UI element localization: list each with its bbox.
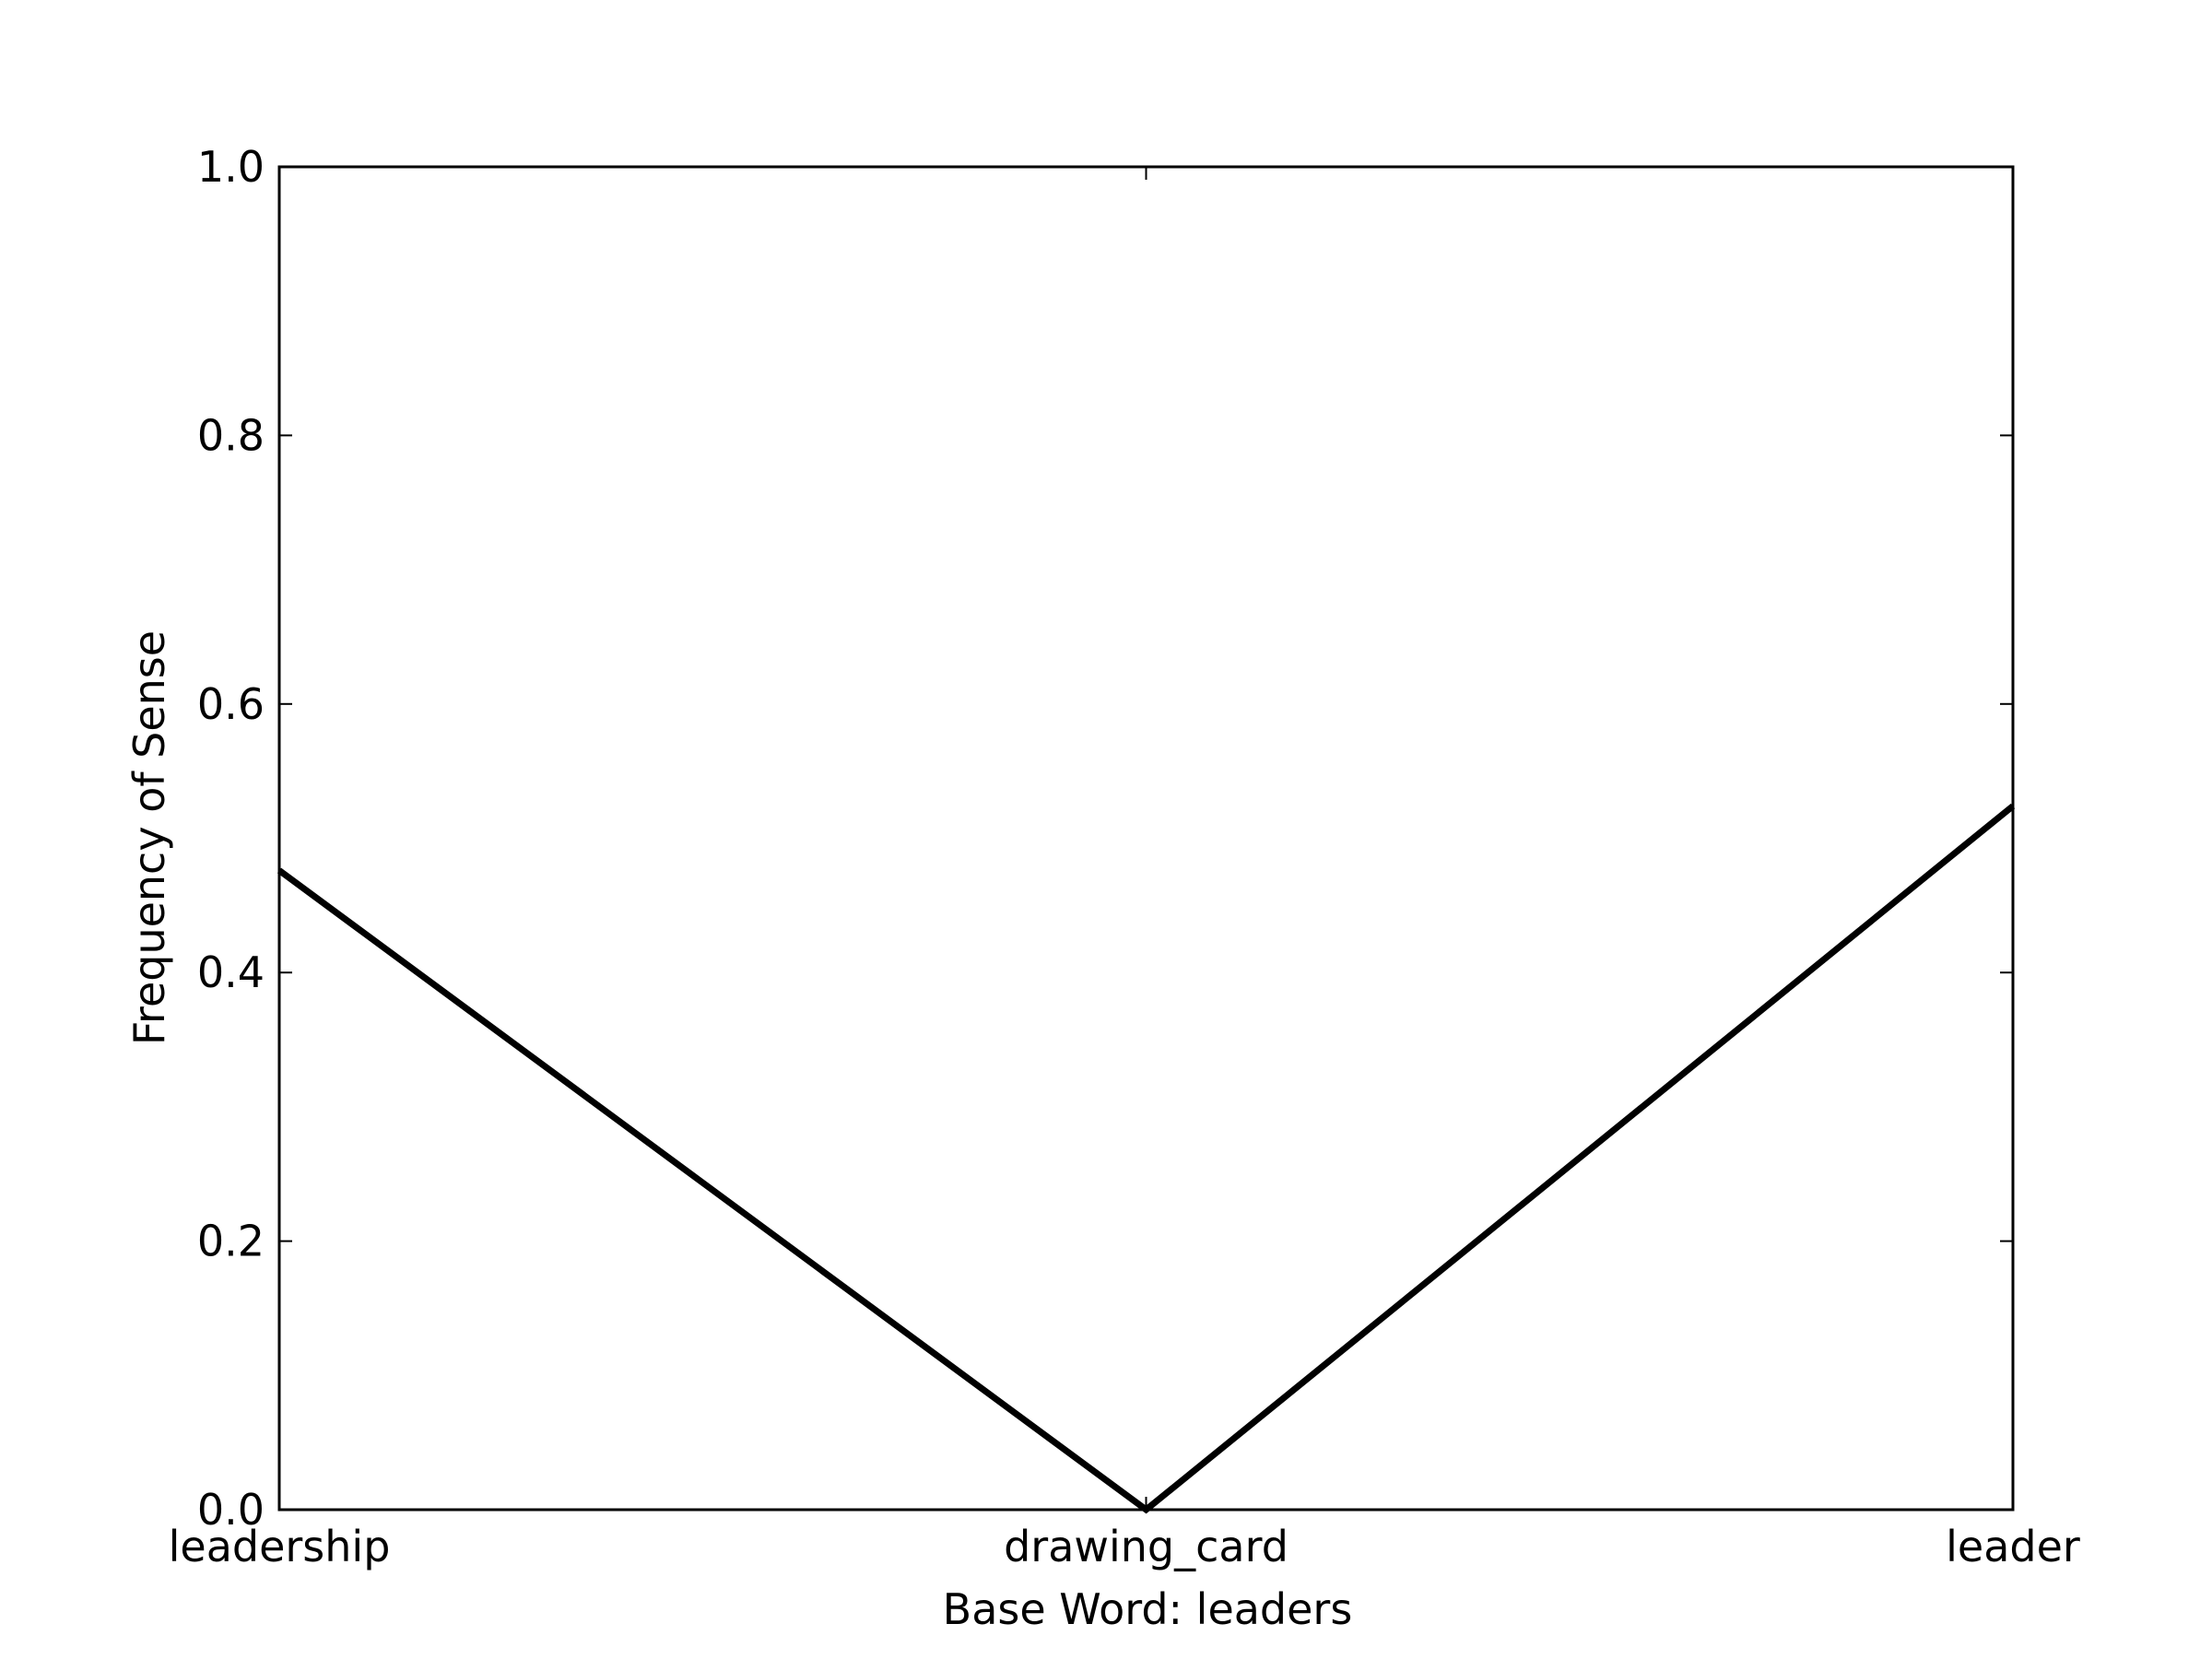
x-axis-ticks: leadership drawing_card leader	[169, 167, 2080, 1571]
y-tick-label: 0.0	[197, 1485, 265, 1535]
x-tick-label: leadership	[169, 1522, 391, 1571]
y-tick-label: 0.4	[197, 947, 265, 997]
y-tick-label: 0.2	[197, 1217, 265, 1266]
x-tick-label: drawing_card	[1004, 1522, 1288, 1571]
x-axis-label: Base Word: leaders	[943, 1584, 1353, 1634]
y-tick-label: 1.0	[197, 142, 265, 192]
y-axis-label: Frequency of Sense	[124, 630, 174, 1045]
plot-area	[279, 167, 2013, 1510]
plot-frame	[277, 165, 2015, 1512]
y-axis-ticks: 0.0 0.2 0.4 0.6 0.8 1.0	[197, 142, 2013, 1535]
y-tick-label: 0.8	[197, 410, 265, 460]
y-tick-label: 0.6	[197, 679, 265, 729]
x-tick-label: leader	[1946, 1522, 2080, 1571]
